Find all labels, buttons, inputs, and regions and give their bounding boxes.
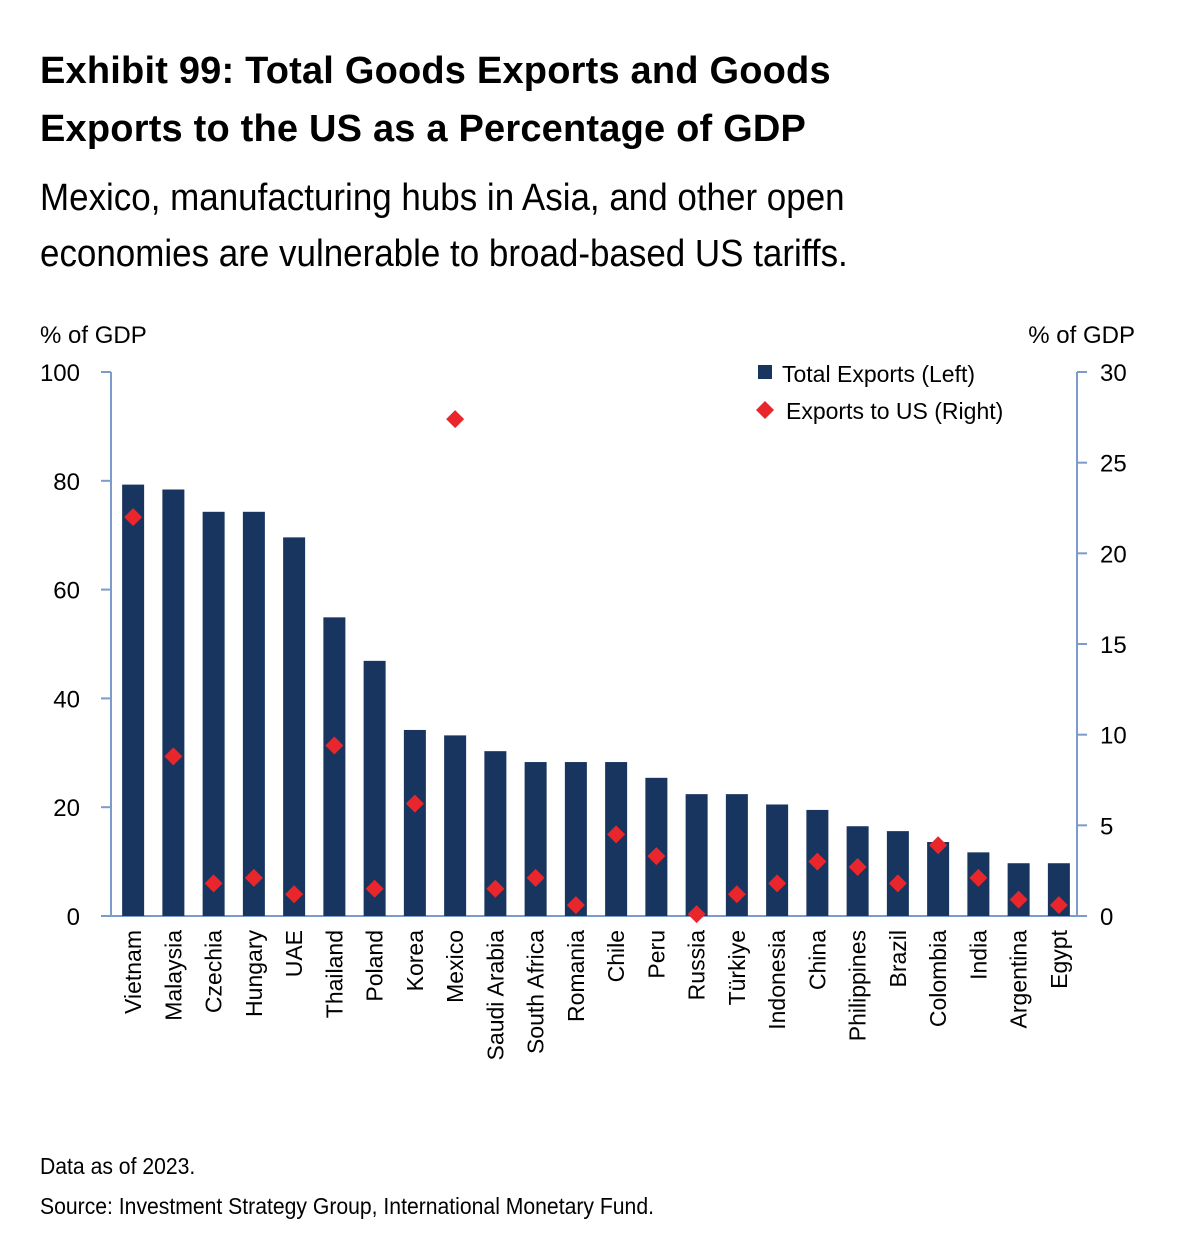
chart-axes: 0 20 40 60 80 100 % of GDP 0 5 10 15 20 25 30 % of GDP bbox=[40, 322, 1135, 931]
bar-korea bbox=[403, 729, 426, 916]
right-axis-label: % of GDP bbox=[1028, 322, 1135, 349]
chart-subtitle: Mexico, manufacturing hubs in Asia, and … bbox=[40, 170, 1070, 282]
data-note: Data as of 2023. bbox=[40, 1153, 196, 1179]
x-tick-label: Egypt bbox=[1046, 929, 1072, 988]
marker-india bbox=[969, 868, 988, 887]
right-axis-tick-label: 15 bbox=[1100, 632, 1127, 659]
marker-korea bbox=[405, 794, 424, 813]
bar-south-africa bbox=[524, 762, 547, 916]
marker-series bbox=[124, 410, 1068, 924]
bar-czechia bbox=[202, 511, 225, 916]
right-axis-tick-label: 30 bbox=[1100, 360, 1127, 387]
left-axis-label: % of GDP bbox=[40, 322, 147, 349]
x-tick-label: Korea bbox=[402, 930, 428, 992]
bar-poland bbox=[363, 660, 386, 916]
bar-colombia bbox=[927, 842, 950, 916]
x-tick-label: Poland bbox=[362, 930, 388, 1002]
marker-mexico bbox=[446, 410, 465, 429]
x-tick-label: Russia bbox=[684, 930, 710, 1001]
marker-uae bbox=[285, 885, 304, 904]
subtitle-line-1: Mexico, manufacturing hubs in Asia, and … bbox=[40, 177, 845, 219]
x-tick-label: India bbox=[965, 930, 991, 980]
left-axis-tick-label: 40 bbox=[53, 686, 80, 713]
bar-uae bbox=[283, 537, 306, 916]
x-tick-label: Philippines bbox=[845, 930, 871, 1041]
left-axis-tick-label: 20 bbox=[53, 795, 80, 822]
x-tick-label: UAE bbox=[281, 930, 307, 977]
title-line-1: Exhibit 99: Total Goods Exports and Good… bbox=[40, 50, 831, 92]
bar-thailand bbox=[323, 617, 346, 916]
marker-philippines bbox=[848, 858, 867, 877]
x-tick-label: Vietnam bbox=[120, 930, 146, 1014]
source-note: Source: Investment Strategy Group, Inter… bbox=[40, 1193, 654, 1219]
legend-exports-to-us: Exports to US (Right) bbox=[786, 398, 1003, 424]
x-tick-label: Hungary bbox=[241, 930, 267, 1017]
x-tick-label: Chile bbox=[603, 930, 629, 982]
x-tick-label: Argentina bbox=[1006, 930, 1032, 1029]
marker-romania bbox=[566, 896, 585, 915]
bar-malaysia bbox=[162, 489, 185, 916]
marker-argentina bbox=[1009, 890, 1028, 909]
marker-colombia bbox=[929, 836, 948, 855]
marker-south-africa bbox=[526, 868, 545, 887]
bar-romania bbox=[564, 762, 587, 916]
x-tick-label: China bbox=[804, 930, 830, 990]
bar-t-rkiye bbox=[725, 794, 748, 916]
legend-diamond-swatch bbox=[756, 401, 774, 419]
marker-china bbox=[808, 852, 827, 871]
marker-chile bbox=[607, 825, 626, 844]
left-axis-tick-label: 60 bbox=[53, 578, 80, 605]
legend-total-exports: Total Exports (Left) bbox=[782, 361, 975, 387]
bar-russia bbox=[685, 794, 708, 916]
right-axis-tick-label: 10 bbox=[1100, 723, 1127, 750]
marker-poland bbox=[365, 879, 384, 898]
bar-brazil bbox=[886, 831, 909, 916]
marker-indonesia bbox=[768, 874, 787, 893]
x-tick-label: Thailand bbox=[321, 930, 347, 1018]
right-axis-tick-label: 5 bbox=[1100, 813, 1113, 840]
right-axis-tick-label: 0 bbox=[1100, 904, 1113, 931]
chart-title: Exhibit 99: Total Goods Exports and Good… bbox=[40, 42, 1160, 158]
marker-thailand bbox=[325, 736, 344, 755]
marker-czechia bbox=[204, 874, 223, 893]
legend-bar-swatch bbox=[758, 365, 772, 379]
x-tick-label: Colombia bbox=[925, 930, 951, 1027]
bar-vietnam bbox=[122, 484, 145, 916]
marker-vietnam bbox=[124, 508, 143, 527]
subtitle-line-2: economies are vulnerable to broad-based … bbox=[40, 233, 848, 275]
x-tick-label: South Africa bbox=[523, 930, 549, 1054]
x-tick-label: Türkiye bbox=[724, 930, 750, 1005]
bar-indonesia bbox=[766, 804, 789, 916]
marker-malaysia bbox=[164, 747, 183, 766]
right-axis-tick-label: 25 bbox=[1100, 451, 1127, 478]
bar-saudi-arabia bbox=[484, 751, 507, 916]
marker-t-rkiye bbox=[727, 885, 746, 904]
marker-brazil bbox=[888, 874, 907, 893]
bar-mexico bbox=[444, 735, 467, 916]
x-tick-label: Indonesia bbox=[764, 930, 790, 1030]
x-tick-label: Mexico bbox=[442, 930, 468, 1003]
x-tick-label: Malaysia bbox=[160, 930, 186, 1021]
x-tick-label: Romania bbox=[563, 930, 589, 1022]
right-axis-tick-label: 20 bbox=[1100, 541, 1127, 568]
x-tick-label: Peru bbox=[643, 930, 669, 979]
x-tick-label: Czechia bbox=[201, 930, 227, 1013]
title-line-2: Exports to the US as a Percentage of GDP bbox=[40, 108, 807, 150]
exports-chart: 0 20 40 60 80 100 % of GDP 0 5 10 15 20 25 30 % of GDP… bbox=[40, 322, 1135, 1060]
left-axis-tick-label: 0 bbox=[67, 904, 80, 931]
left-axis-tick-label: 80 bbox=[53, 469, 80, 496]
x-tick-labels: Vietnam Malaysia Czechia Hungary UAE Thailand… bbox=[120, 929, 1072, 1060]
legend: Total Exports (Left) Exports to US (Right… bbox=[756, 361, 1003, 424]
marker-egypt bbox=[1049, 896, 1068, 915]
marker-hungary bbox=[244, 868, 263, 887]
bar-peru bbox=[645, 777, 668, 916]
x-tick-label: Saudi Arabia bbox=[482, 930, 508, 1061]
marker-saudi-arabia bbox=[486, 879, 505, 898]
left-axis-tick-label: 100 bbox=[40, 360, 80, 387]
bar-series bbox=[122, 484, 1070, 916]
marker-peru bbox=[647, 847, 666, 866]
x-tick-label: Brazil bbox=[885, 930, 911, 988]
bar-hungary bbox=[242, 511, 265, 916]
marker-russia bbox=[687, 905, 706, 924]
